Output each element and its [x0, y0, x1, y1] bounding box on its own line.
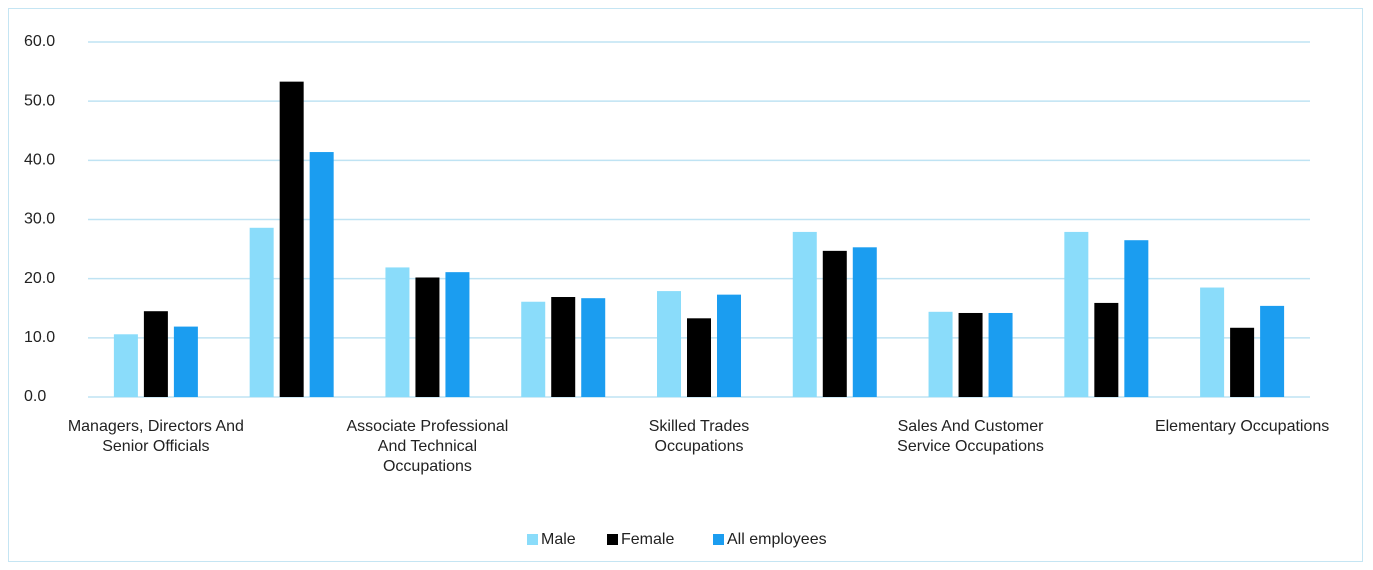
bar — [717, 294, 741, 397]
legend-swatch — [607, 534, 618, 545]
bar — [581, 298, 606, 397]
bar — [1200, 287, 1225, 397]
legend-label: All employees — [727, 531, 827, 548]
bar — [143, 311, 168, 397]
chart-border — [8, 8, 1363, 562]
bar — [1230, 327, 1255, 397]
legend-label: Female — [621, 531, 674, 548]
bar — [445, 272, 470, 397]
x-tick-label: Sales And Customer Service Occupations — [897, 418, 1044, 455]
bar — [173, 326, 198, 397]
x-tick-label: Elementary Occupations — [1154, 418, 1330, 435]
legend-label: Male — [541, 531, 576, 548]
y-tick-label: 0.0 — [24, 388, 46, 405]
bar — [1064, 231, 1089, 397]
y-tick-label: 60.0 — [24, 33, 55, 50]
bar — [657, 291, 681, 397]
y-tick-label: 50.0 — [24, 92, 55, 109]
legend-swatch — [713, 534, 724, 545]
bar — [551, 297, 576, 397]
y-tick-label: 10.0 — [24, 329, 55, 346]
bar — [385, 267, 410, 397]
x-tick-label: Associate Professional And Technical Occ… — [346, 418, 509, 475]
bar — [415, 277, 440, 397]
bar — [958, 312, 983, 397]
y-tick-label: 20.0 — [24, 270, 55, 287]
bar — [1124, 240, 1149, 397]
bar — [1260, 305, 1285, 397]
bar — [521, 301, 546, 397]
bar — [309, 152, 334, 397]
bar — [687, 318, 711, 397]
bar — [113, 334, 138, 397]
bar — [822, 250, 847, 397]
y-tick-label: 40.0 — [24, 152, 55, 169]
bar — [249, 227, 274, 397]
bar — [279, 81, 304, 398]
x-tick-label: Managers, Directors And Senior Officials — [67, 418, 244, 455]
legend-swatch — [527, 534, 538, 545]
bar — [852, 247, 877, 397]
bar — [928, 311, 953, 397]
bar — [988, 312, 1013, 397]
x-tick-label: Skilled Trades Occupations — [648, 418, 750, 455]
bar — [1094, 302, 1119, 397]
y-tick-label: 30.0 — [24, 211, 55, 228]
bar — [792, 231, 817, 397]
